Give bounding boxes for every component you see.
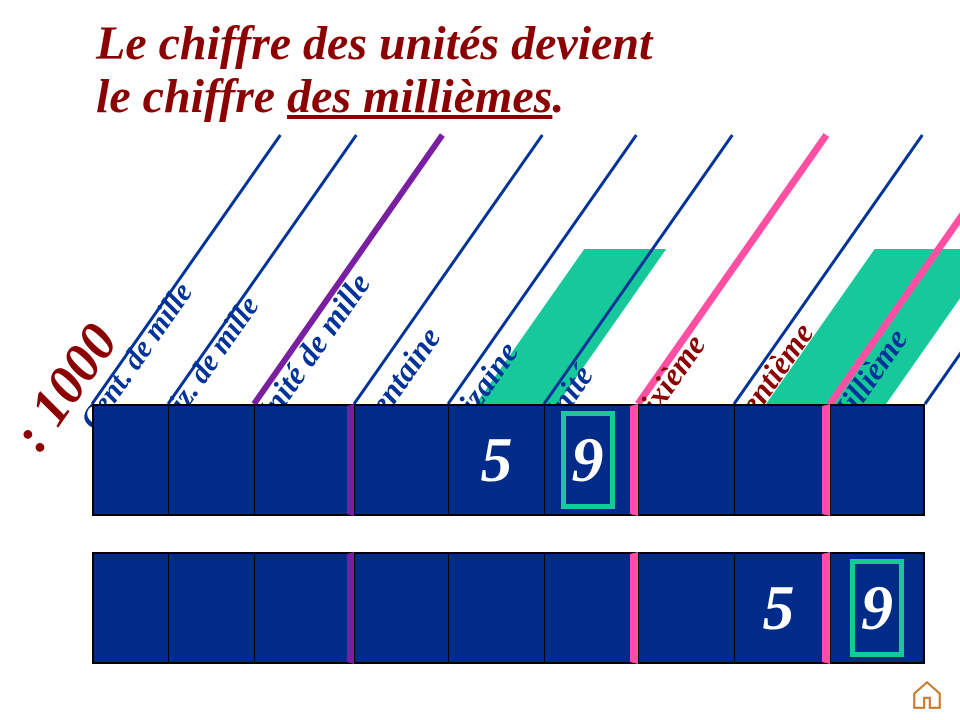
place-value-cell: [92, 404, 168, 516]
place-value-cell: [544, 552, 638, 664]
place-value-cell: 9: [544, 404, 638, 516]
digit-highlight: 9: [561, 411, 615, 509]
home-icon[interactable]: [910, 678, 944, 712]
place-value-cell: [734, 404, 830, 516]
digit-highlight: 9: [850, 559, 904, 657]
place-value-row-after: 59: [92, 552, 925, 664]
place-value-cell: [448, 552, 544, 664]
place-value-cell: 5: [448, 404, 544, 516]
place-value-cell: 5: [734, 552, 830, 664]
place-value-cell: [638, 404, 734, 516]
place-value-cell: [254, 404, 354, 516]
place-value-cell: [168, 552, 254, 664]
place-value-cell: [638, 552, 734, 664]
place-value-row-before: 59: [92, 404, 925, 516]
place-value-cell: [168, 404, 254, 516]
place-value-cell: [830, 404, 925, 516]
place-value-cell: [354, 552, 448, 664]
place-value-cell: [254, 552, 354, 664]
place-value-cell: 9: [830, 552, 925, 664]
place-value-cell: [354, 404, 448, 516]
place-value-cell: [92, 552, 168, 664]
